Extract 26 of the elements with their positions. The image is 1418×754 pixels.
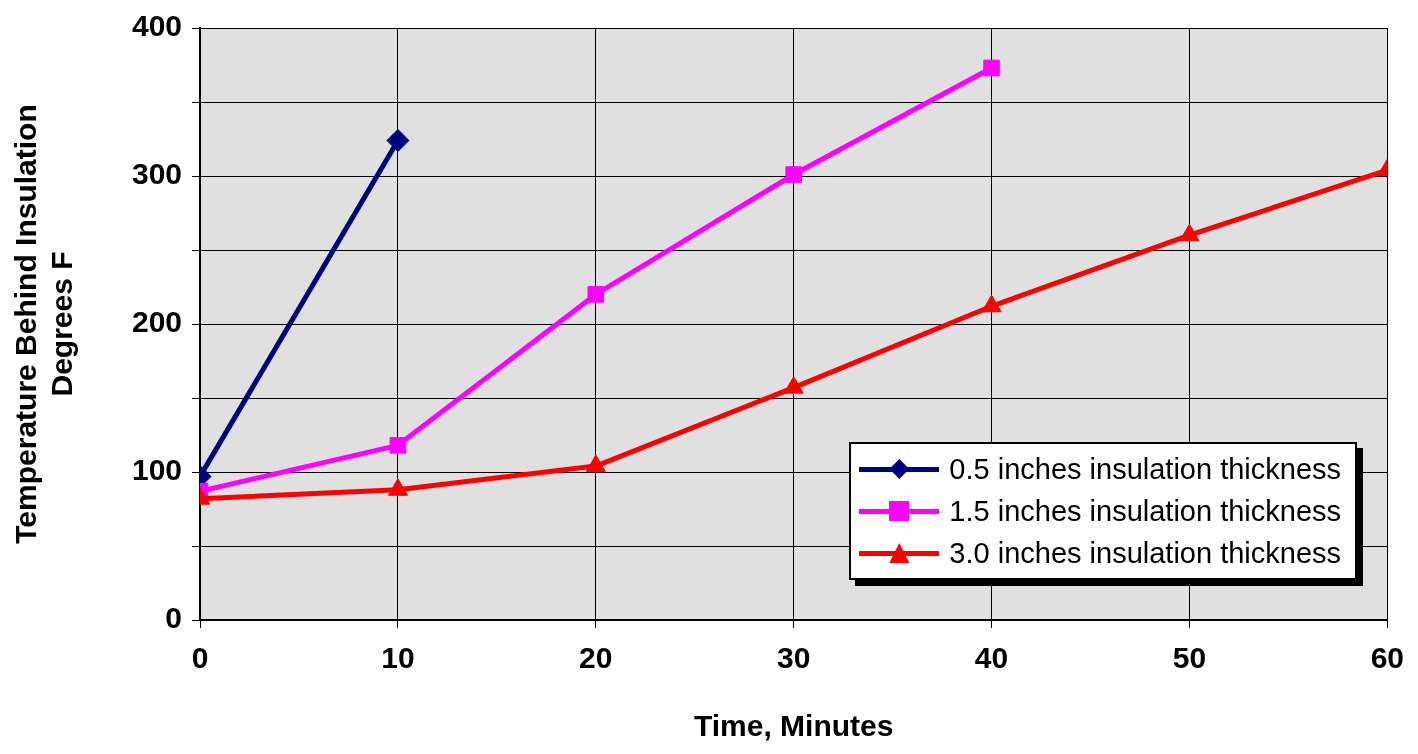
- point: [983, 59, 1000, 77]
- x-axis-title: Time, Minutes: [693, 709, 894, 743]
- point: [587, 286, 605, 303]
- y-axis-title: Temperature Behind Insulation Degrees F: [9, 104, 79, 544]
- point: [1179, 223, 1200, 242]
- legend-label: 0.5 inches insulation thickness: [949, 452, 1342, 486]
- point: [386, 128, 410, 152]
- point: [585, 454, 606, 473]
- y-tick-label: 400: [131, 9, 183, 43]
- x-tick-label: 30: [777, 641, 811, 675]
- y-tick-label: 300: [131, 157, 183, 191]
- x-tick-label: 0: [191, 641, 209, 675]
- x-tick-label: 60: [1370, 641, 1404, 675]
- x-tick-label: 10: [381, 641, 415, 675]
- point: [387, 478, 408, 496]
- x-tick-label: 20: [579, 641, 613, 675]
- x-tick-label: 50: [1172, 641, 1207, 675]
- legend-label: 3.0 inches insulation thickness: [949, 536, 1342, 570]
- x-tick-label: 40: [974, 641, 1009, 675]
- legend-label: 1.5 inches insulation thickness: [949, 494, 1342, 528]
- point: [783, 376, 804, 394]
- point: [981, 294, 1002, 313]
- point: [785, 166, 802, 183]
- y-tick-label: 200: [131, 305, 183, 339]
- y-tick-label: 0: [165, 601, 183, 635]
- y-tick-label: 100: [131, 453, 183, 487]
